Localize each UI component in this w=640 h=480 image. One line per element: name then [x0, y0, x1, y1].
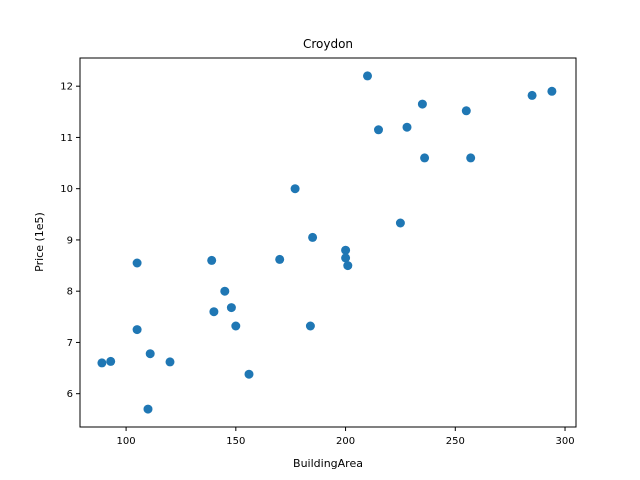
y-axis-ticks: 6 7 8 9 10 11 12 [60, 82, 80, 400]
x-axis-label: BuildingArea [293, 457, 363, 470]
data-point [275, 254, 285, 264]
data-point [226, 303, 236, 313]
chart-title: Croydon [303, 37, 353, 51]
data-point [341, 245, 351, 255]
data-point [527, 90, 537, 100]
data-point [244, 369, 254, 379]
x-tick-label: 300 [555, 436, 574, 447]
x-axis-ticks: 100 150 200 250 300 [117, 427, 575, 447]
data-point [207, 255, 217, 265]
data-point [305, 321, 315, 331]
data-point [420, 153, 430, 163]
y-tick-label: 12 [60, 82, 73, 93]
x-tick-label: 100 [117, 436, 136, 447]
data-point [231, 321, 241, 331]
data-point [343, 261, 353, 271]
data-point [341, 253, 351, 263]
data-point [547, 86, 557, 96]
data-point [374, 125, 383, 135]
x-tick-label: 250 [446, 436, 465, 447]
x-tick-label: 150 [226, 436, 245, 447]
data-point [145, 349, 155, 359]
data-point [417, 99, 427, 109]
y-tick-label: 11 [60, 133, 73, 144]
data-point [461, 106, 471, 116]
data-point [143, 404, 153, 414]
data-point [132, 258, 142, 268]
data-point [363, 71, 372, 81]
data-point [308, 232, 318, 242]
y-tick-label: 10 [60, 184, 73, 195]
data-point [97, 358, 107, 368]
data-point [466, 153, 476, 163]
y-tick-label: 8 [67, 287, 73, 298]
y-tick-label: 7 [67, 338, 73, 349]
data-point [402, 122, 412, 132]
data-point [290, 184, 300, 194]
data-point [395, 218, 405, 228]
data-point [132, 325, 142, 335]
data-points [97, 71, 557, 414]
y-tick-label: 6 [67, 389, 73, 400]
data-point [220, 286, 230, 296]
x-tick-label: 200 [336, 436, 355, 447]
y-axis-label: Price (1e5) [33, 212, 46, 272]
data-point [106, 356, 116, 366]
data-point [165, 357, 175, 367]
y-tick-label: 9 [67, 235, 73, 246]
data-point [209, 307, 219, 317]
plot-frame [79, 57, 577, 428]
